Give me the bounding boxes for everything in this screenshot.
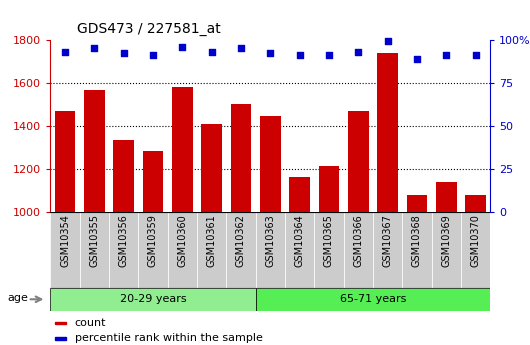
Bar bbox=[55, 337, 66, 340]
Text: GSM10368: GSM10368 bbox=[412, 215, 422, 267]
Text: GSM10354: GSM10354 bbox=[60, 215, 70, 267]
Bar bbox=[201, 124, 222, 212]
Text: percentile rank within the sample: percentile rank within the sample bbox=[75, 333, 262, 343]
Bar bbox=[402, 212, 431, 288]
Bar bbox=[461, 212, 490, 288]
Bar bbox=[167, 212, 197, 288]
Bar bbox=[255, 212, 285, 288]
Point bbox=[237, 46, 245, 51]
Text: GSM10361: GSM10361 bbox=[207, 215, 217, 267]
Bar bbox=[255, 288, 490, 310]
Point bbox=[325, 52, 333, 58]
Point bbox=[90, 46, 99, 51]
Point bbox=[354, 49, 363, 55]
Text: GSM10367: GSM10367 bbox=[383, 215, 393, 267]
Text: GSM10362: GSM10362 bbox=[236, 215, 246, 267]
Text: age: age bbox=[7, 293, 29, 303]
Bar bbox=[55, 322, 66, 324]
Text: GSM10365: GSM10365 bbox=[324, 215, 334, 267]
Point bbox=[266, 51, 275, 56]
Point bbox=[61, 49, 69, 55]
Text: GSM10359: GSM10359 bbox=[148, 215, 158, 267]
Bar bbox=[84, 90, 104, 212]
Bar bbox=[436, 182, 456, 212]
Bar bbox=[407, 195, 427, 212]
Text: GSM10355: GSM10355 bbox=[90, 215, 99, 267]
Point bbox=[295, 52, 304, 58]
Text: GSM10369: GSM10369 bbox=[441, 215, 451, 267]
Bar bbox=[343, 212, 373, 288]
Bar bbox=[377, 53, 398, 212]
Bar bbox=[172, 87, 192, 212]
Text: GSM10356: GSM10356 bbox=[119, 215, 129, 267]
Text: 20-29 years: 20-29 years bbox=[120, 294, 187, 304]
Point bbox=[471, 52, 480, 58]
Bar bbox=[143, 151, 163, 212]
Point bbox=[149, 52, 157, 58]
Bar bbox=[431, 212, 461, 288]
Bar bbox=[226, 212, 255, 288]
Point bbox=[178, 44, 187, 49]
Bar bbox=[138, 212, 167, 288]
Bar bbox=[285, 212, 314, 288]
Bar bbox=[465, 195, 486, 212]
Bar bbox=[109, 212, 138, 288]
Bar bbox=[55, 111, 75, 212]
Bar bbox=[289, 177, 310, 212]
Text: GSM10364: GSM10364 bbox=[295, 215, 305, 267]
Point bbox=[383, 39, 392, 44]
Bar bbox=[113, 140, 134, 212]
Bar bbox=[50, 212, 80, 288]
Bar bbox=[80, 212, 109, 288]
Bar bbox=[50, 288, 255, 310]
Point bbox=[413, 56, 421, 61]
Text: 65-71 years: 65-71 years bbox=[340, 294, 406, 304]
Text: GSM10370: GSM10370 bbox=[471, 215, 481, 267]
Bar bbox=[373, 212, 402, 288]
Bar bbox=[348, 111, 368, 212]
Text: GSM10363: GSM10363 bbox=[266, 215, 275, 267]
Point bbox=[442, 52, 450, 58]
Bar bbox=[260, 116, 280, 212]
Point bbox=[207, 49, 216, 55]
Text: GSM10366: GSM10366 bbox=[354, 215, 363, 267]
Bar bbox=[231, 105, 251, 212]
Bar bbox=[314, 212, 343, 288]
Bar bbox=[197, 212, 226, 288]
Text: count: count bbox=[75, 318, 106, 327]
Bar bbox=[319, 166, 339, 212]
Text: GSM10360: GSM10360 bbox=[178, 215, 187, 267]
Text: GDS473 / 227581_at: GDS473 / 227581_at bbox=[77, 22, 220, 36]
Point bbox=[119, 51, 128, 56]
